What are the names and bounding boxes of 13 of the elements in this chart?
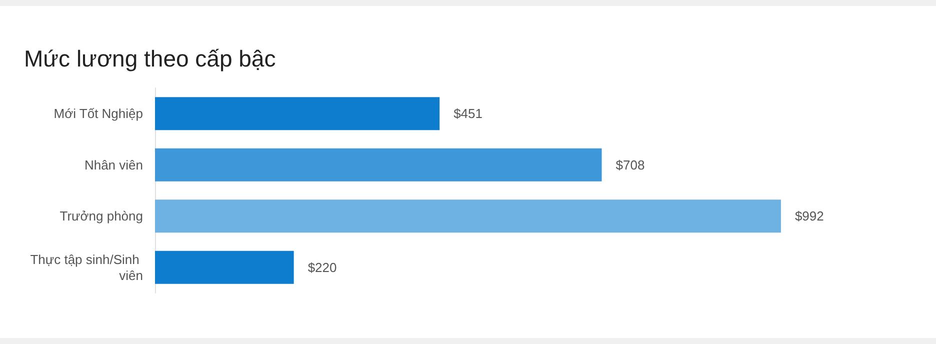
bar <box>155 97 440 130</box>
data-label: $220 <box>308 260 337 275</box>
data-label: $708 <box>616 157 645 172</box>
bar <box>155 250 294 284</box>
y-tick-label: Thực tập sinh/Sinh viên <box>30 252 143 283</box>
bar <box>155 200 781 233</box>
data-label: $451 <box>454 106 483 122</box>
data-label: $992 <box>794 208 824 224</box>
y-tick-label: Mới Tốt Nghiệp <box>54 106 143 122</box>
y-tick-label: Trưởng phòng <box>60 208 143 224</box>
chart-title: Mức lương theo cấp bậc <box>24 46 276 72</box>
y-tick-label: Nhân viên <box>84 157 143 172</box>
bar <box>155 148 602 182</box>
